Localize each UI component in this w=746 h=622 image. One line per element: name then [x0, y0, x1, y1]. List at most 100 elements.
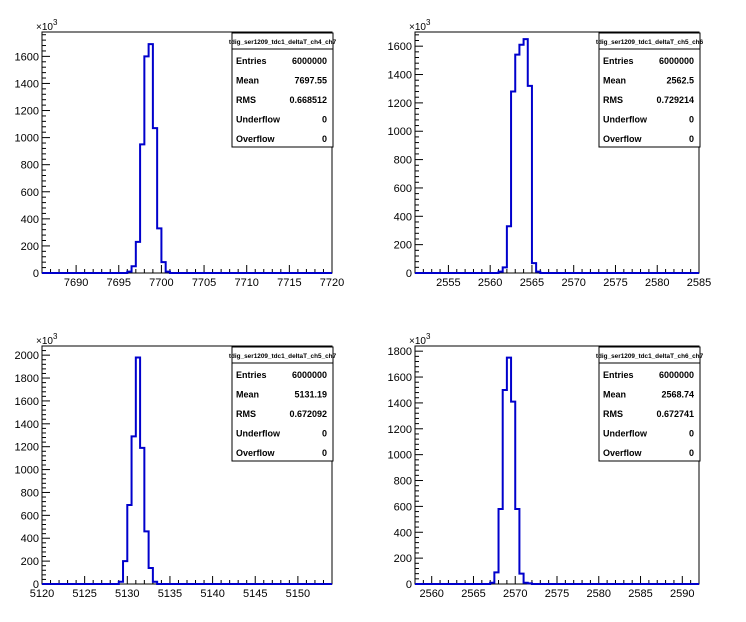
histogram-bin — [519, 45, 523, 273]
y-tick-label: 600 — [394, 183, 412, 195]
histogram-panel: 7690 7695 7700 7705 7710 7715 7720 0 200 400 600 80… — [15, 18, 345, 289]
stats-label: Mean — [236, 76, 259, 86]
y-tick-label: 0 — [33, 579, 39, 591]
stats-value: 6000000 — [292, 370, 327, 380]
y-tick-label: 200 — [394, 553, 412, 565]
x-tick-label: 2570 — [561, 277, 585, 289]
x-tick-label: 2560 — [419, 588, 443, 600]
histogram-panel: 2560 2565 2570 2575 2580 2585 2590 0 200 400 600 80… — [388, 332, 704, 600]
stats-box: tdig_ser1209_tdc1_deltaT_ch4_ch7 Entries 6… — [229, 32, 337, 148]
x-tick-label: 7695 — [107, 277, 131, 289]
y-tick-label: 400 — [394, 211, 412, 223]
histogram-bins — [499, 39, 541, 273]
y-tick-label: 1200 — [388, 424, 412, 436]
stats-label: Mean — [603, 76, 626, 86]
stats-label: Overflow — [236, 448, 276, 458]
histogram-bins — [119, 357, 157, 584]
x-tick-label: 2590 — [670, 588, 694, 600]
y-tick-label: 2000 — [15, 350, 39, 362]
x-tick-label: 5135 — [158, 588, 182, 600]
stats-box: tdig_ser1209_tdc1_deltaT_ch6_ch7 Entries 6… — [596, 346, 704, 462]
y-exponent-power: 3 — [53, 332, 58, 341]
y-tick-label: 400 — [394, 527, 412, 539]
x-tick-label: 7705 — [192, 277, 216, 289]
x-tick-label: 7700 — [149, 277, 173, 289]
stats-value: 0.672092 — [289, 409, 327, 419]
stats-box-frame — [598, 346, 701, 462]
y-tick-label: 1000 — [388, 126, 412, 138]
stats-label: RMS — [603, 409, 623, 419]
stats-value: 0 — [689, 134, 694, 144]
histogram-bins — [127, 44, 170, 273]
y-tick-label: 1000 — [15, 133, 39, 145]
y-tick-label: 200 — [21, 556, 39, 568]
x-tick-label: 5120 — [30, 588, 54, 600]
x-tick-label: 2565 — [520, 277, 544, 289]
stats-value: 6000000 — [659, 370, 694, 380]
x-tick-label: 2575 — [603, 277, 627, 289]
y-tick-label: 1400 — [388, 398, 412, 410]
stats-title: tdig_ser1209_tdc1_deltaT_ch5_ch6 — [596, 39, 704, 46]
x-tick-label: 2580 — [645, 277, 669, 289]
x-tick-label: 2570 — [503, 588, 527, 600]
stats-value: 0 — [322, 448, 327, 458]
y-tick-label: 1000 — [15, 465, 39, 477]
y-tick-label: 1400 — [15, 78, 39, 90]
stats-value: 0 — [322, 134, 327, 144]
y-exponent-base: ×10 — [409, 336, 426, 347]
y-axis: 0 200 400 600 800 1000 1200 1400 1600 — [388, 34, 423, 280]
y-exponent-base: ×10 — [36, 336, 53, 347]
x-tick-label: 2585 — [628, 588, 652, 600]
stats-label: RMS — [236, 95, 256, 105]
y-tick-label: 1800 — [388, 346, 412, 358]
y-axis: 0 200 400 600 800 1000 1200 1400 1600 1800 — [388, 345, 423, 591]
histogram-panel: 5120 5125 5130 5135 5140 5145 5150 0 200 400 600 80… — [15, 332, 337, 600]
stats-value: 0.672741 — [656, 409, 694, 419]
stats-title: tdig_ser1209_tdc1_deltaT_ch4_ch7 — [229, 39, 337, 46]
y-exponent-power: 3 — [53, 18, 58, 27]
stats-label: RMS — [236, 409, 256, 419]
stats-label: Entries — [236, 56, 267, 66]
y-exponent-base: ×10 — [409, 22, 426, 33]
histogram-panel: 2555 2560 2565 2570 2575 2580 2585 0 200 400 600 80… — [388, 18, 712, 289]
y-tick-label: 0 — [33, 268, 39, 280]
y-tick-label: 1000 — [388, 450, 412, 462]
y-tick-label: 1600 — [15, 396, 39, 408]
stats-label: Mean — [236, 390, 259, 400]
x-tick-label: 7710 — [234, 277, 258, 289]
stats-title: tdig_ser1209_tdc1_deltaT_ch6_ch7 — [596, 353, 704, 360]
y-exponent-label: ×103 — [409, 18, 431, 33]
y-tick-label: 1200 — [15, 106, 39, 118]
stats-value: 2562.5 — [666, 76, 694, 86]
y-tick-label: 600 — [21, 510, 39, 522]
y-tick-label: 200 — [394, 240, 412, 252]
stats-value: 0.668512 — [289, 95, 327, 105]
y-tick-label: 1200 — [15, 442, 39, 454]
y-tick-label: 600 — [394, 501, 412, 513]
y-tick-label: 1400 — [15, 419, 39, 431]
y-tick-label: 800 — [394, 476, 412, 488]
stats-box: tdig_ser1209_tdc1_deltaT_ch5_ch6 Entries 6… — [596, 32, 704, 148]
stats-label: Entries — [603, 370, 634, 380]
stats-label: Entries — [236, 370, 267, 380]
y-tick-label: 0 — [406, 579, 412, 591]
x-axis: 2560 2565 2570 2575 2580 2585 2590 — [414, 576, 700, 600]
stats-value: 0 — [322, 115, 327, 125]
stats-label: Underflow — [236, 115, 281, 125]
stats-label: Entries — [603, 56, 634, 66]
stats-label: Mean — [603, 390, 626, 400]
x-tick-label: 2585 — [687, 277, 711, 289]
x-tick-label: 5140 — [200, 588, 224, 600]
histogram-series — [42, 356, 332, 585]
y-tick-label: 800 — [21, 160, 39, 172]
stats-label: Overflow — [603, 134, 643, 144]
stats-title: tdig_ser1209_tdc1_deltaT_ch5_ch7 — [229, 353, 337, 360]
y-tick-label: 800 — [21, 487, 39, 499]
y-tick-label: 200 — [21, 241, 39, 253]
y-exponent-label: ×103 — [409, 332, 431, 347]
y-exponent-power: 3 — [426, 332, 431, 341]
x-tick-label: 7690 — [64, 277, 88, 289]
x-tick-label: 2580 — [587, 588, 611, 600]
histogram-series — [415, 38, 699, 274]
